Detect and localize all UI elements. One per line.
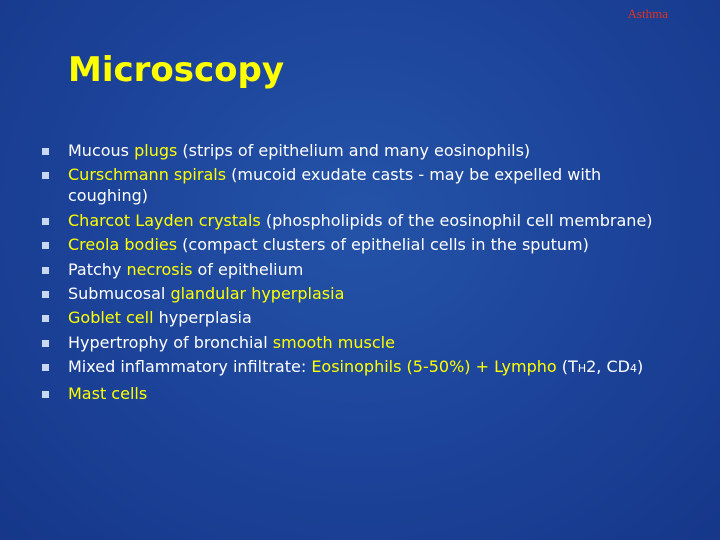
bullet-item: Goblet cell hyperplasia — [42, 307, 668, 328]
bullet-text: Patchy — [68, 259, 127, 279]
header: Asthma — [627, 6, 668, 21]
bullet-text: necrosis — [126, 259, 193, 279]
bullet-text: Charcot Layden crystals — [68, 210, 261, 230]
bullet-item: Charcot Layden crystals (phospholipids o… — [42, 210, 668, 231]
bullet-text: Creola bodies — [68, 235, 178, 255]
bullet-text: (T — [556, 357, 578, 377]
bullet-text: of epithelium — [192, 259, 304, 279]
slide-title: Microscopy — [68, 50, 285, 90]
bullet-text: Submucosal — [68, 283, 171, 303]
bullet-text: 2, CD — [586, 357, 630, 377]
bullet-item: Mucous plugs (strips of epithelium and m… — [42, 140, 668, 161]
bullet-item: Creola bodies (compact clusters of epith… — [42, 234, 668, 255]
bullet-text: (phospholipids of the eosinophil cell me… — [260, 210, 653, 230]
bullet-list: Mucous plugs (strips of epithelium and m… — [42, 140, 668, 407]
bullet-text: (strips of epithelium and many eosinophi… — [177, 141, 531, 160]
bullet-text: hyperplasia — [153, 308, 252, 328]
bullet-text: Mixed inflammatory infiltrate: — [68, 357, 312, 377]
bullet-item: Patchy necrosis of epithelium — [42, 259, 668, 280]
bullet-text: smooth muscle — [272, 332, 395, 352]
bullet-text: Mucous — [68, 141, 135, 160]
bullet-text: Hypertrophy of bronchial — [68, 332, 273, 352]
bullet-text: glandular hyperplasia — [170, 283, 345, 303]
bullet-text: Mast cells — [68, 383, 148, 403]
bullet-text: Curschmann spirals — [68, 165, 227, 185]
bullet-text: (mucoid exudate casts - may be expelled … — [68, 165, 602, 206]
bullet-item: Submucosal glandular hyperplasia — [42, 283, 668, 304]
bullet-item: Mast cells — [42, 383, 668, 404]
bullet-text: ) — [636, 357, 644, 377]
bullet-text: H — [577, 362, 587, 376]
bullet-text: Goblet cell — [68, 308, 154, 328]
bullet-text: Eosinophils (5-50%) + Lympho — [311, 357, 557, 377]
bullet-item: Mixed inflammatory infiltrate: Eosinophi… — [42, 356, 668, 379]
bullet-item: Hypertrophy of bronchial smooth muscle — [42, 332, 668, 353]
bullet-item: Curschmann spirals (mucoid exudate casts… — [42, 164, 668, 206]
bullet-text: (compact clusters of epithelial cells in… — [177, 235, 589, 255]
bullet-text: plugs — [134, 141, 178, 160]
bullet-text: 4 — [629, 362, 637, 376]
